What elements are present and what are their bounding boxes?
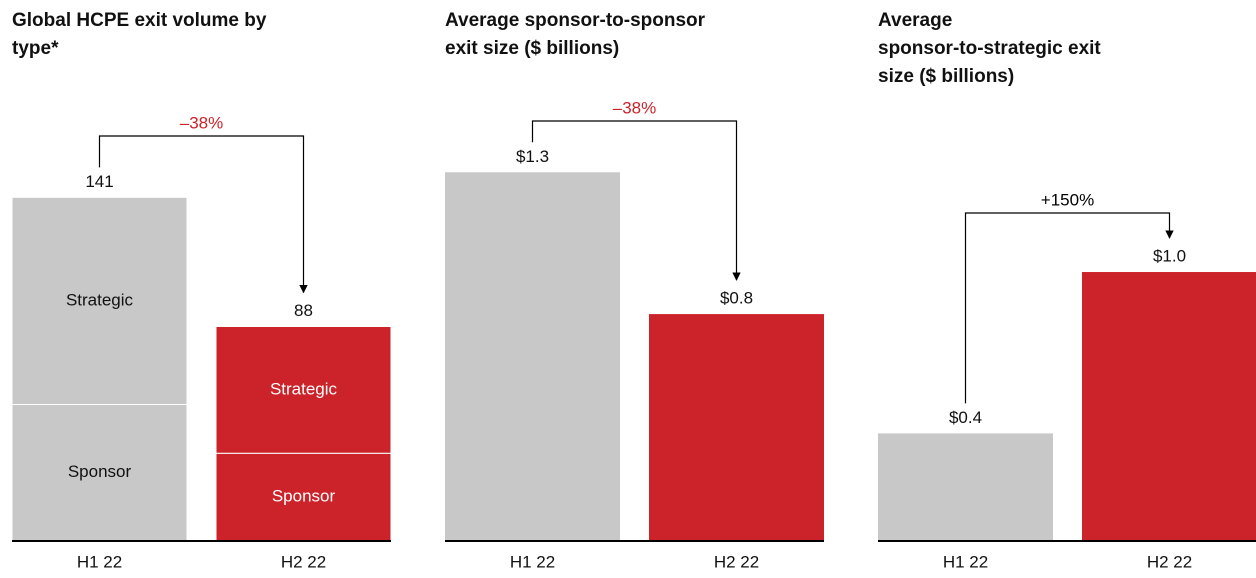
segment-label: Strategic bbox=[66, 290, 134, 309]
chart-title: Average sponsor-to-sponsor exit size ($ b… bbox=[445, 10, 706, 59]
change-bracket bbox=[98, 135, 308, 294]
bar-segment bbox=[215, 326, 392, 454]
bar bbox=[445, 172, 620, 542]
change-annotation: –38% bbox=[180, 113, 223, 132]
value-label: $0.4 bbox=[949, 408, 982, 427]
segment-label: Strategic bbox=[270, 379, 338, 398]
x-tick-label: H1 22 bbox=[510, 552, 555, 571]
change-bracket bbox=[964, 212, 1174, 404]
bar bbox=[1082, 272, 1256, 541]
value-label: $1.3 bbox=[516, 147, 549, 166]
bar bbox=[649, 314, 824, 541]
x-tick-label: H2 22 bbox=[281, 552, 326, 571]
chart-title: Global HCPE exit volume by type* bbox=[12, 10, 267, 59]
x-tick-label: H2 22 bbox=[714, 552, 759, 571]
x-tick-label: H1 22 bbox=[77, 552, 122, 571]
bar-segment bbox=[11, 404, 188, 542]
bar-segment bbox=[11, 196, 188, 405]
value-label: $0.8 bbox=[720, 289, 753, 308]
change-annotation: –38% bbox=[613, 98, 656, 117]
segment-label: Sponsor bbox=[68, 462, 132, 481]
x-tick-label: H1 22 bbox=[943, 552, 988, 571]
change-annotation: +150% bbox=[1041, 190, 1094, 209]
total-label: 141 bbox=[85, 172, 113, 191]
value-label: $1.0 bbox=[1153, 247, 1186, 266]
segment-label: Sponsor bbox=[272, 487, 336, 506]
x-tick-label: H2 22 bbox=[1147, 552, 1192, 571]
chart-title: Average sponsor-to-strategic exit size ($ … bbox=[878, 10, 1101, 87]
change-bracket bbox=[531, 120, 741, 281]
bar bbox=[878, 433, 1053, 541]
total-label: 88 bbox=[294, 301, 313, 320]
